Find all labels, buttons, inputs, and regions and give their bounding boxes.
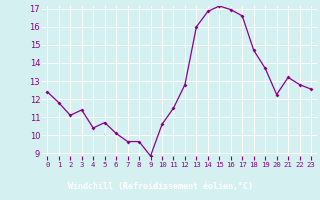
Text: Windchill (Refroidissement éolien,°C): Windchill (Refroidissement éolien,°C): [68, 182, 252, 192]
